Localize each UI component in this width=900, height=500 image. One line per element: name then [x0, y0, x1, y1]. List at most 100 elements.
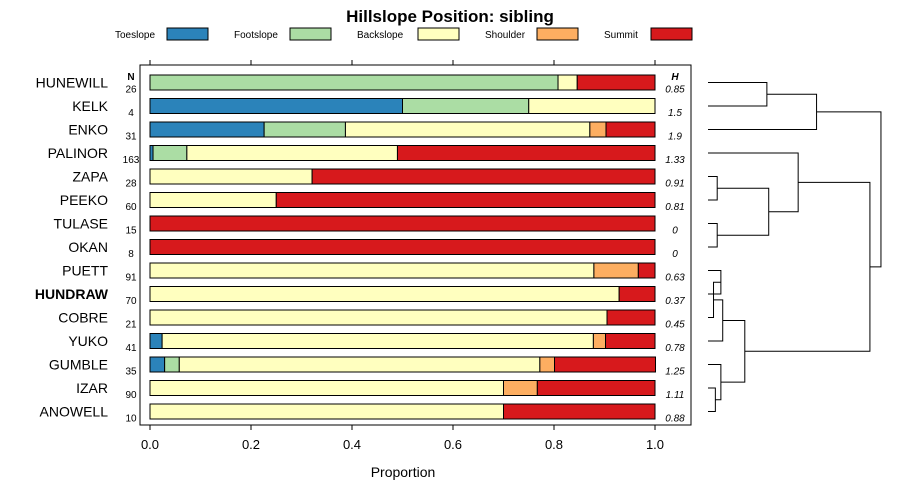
bar-segment-backslope [149, 380, 504, 396]
bar-segment-shoulder [592, 333, 607, 349]
row-label: COBRE [58, 310, 108, 326]
bar-segment-backslope [149, 168, 313, 185]
h-column-header: H [671, 72, 679, 83]
row-n-value: 26 [125, 85, 137, 96]
bar-segment-summit [605, 333, 656, 349]
bar-segment-summit [576, 74, 656, 91]
legend-label-shoulder: Shoulder [485, 30, 526, 41]
bar-segment-backslope [344, 121, 591, 138]
x-tick-label: 0.4 [343, 437, 361, 452]
row-puett: PUETT 91 0.63 [62, 262, 685, 284]
row-n-value: 21 [125, 320, 137, 331]
bar-segment-backslope [149, 192, 277, 208]
row-n-value: 31 [125, 132, 137, 143]
x-tick-label: 1.0 [646, 437, 664, 452]
legend-label-toeslope: Toeslope [115, 30, 155, 41]
bar-segment-backslope [557, 74, 578, 91]
row-h-value: 1.25 [665, 367, 685, 378]
row-gumble: GUMBLE 35 1.25 [49, 356, 685, 378]
chart-title: Hillslope Position: sibling [346, 7, 554, 26]
row-label: HUNDRAW [35, 286, 109, 302]
legend-swatch-shoulder [536, 27, 579, 41]
row-anowell: ANOWELL 10 0.88 [40, 403, 685, 425]
x-tick-label: 0.2 [242, 437, 260, 452]
row-zapa: ZAPA 28 0.91 [72, 168, 685, 190]
bar-segment-backslope [178, 356, 541, 373]
row-izar: IZAR 90 1.11 [76, 380, 684, 401]
dendrogram-branch [708, 152, 799, 213]
row-label: GUMBLE [49, 357, 108, 373]
bar-segment-toeslope [149, 356, 166, 373]
legend-label-backslope: Backslope [357, 30, 404, 41]
bar-segment-footslope [263, 121, 346, 138]
legend-label-footslope: Footslope [234, 30, 278, 41]
row-label: HUNEWILL [36, 75, 109, 91]
row-h-value: 1.11 [666, 390, 685, 401]
x-tick-label: 0.8 [545, 437, 563, 452]
row-okan: OKAN 8 0 [68, 239, 678, 260]
bar-segment-summit [618, 286, 656, 302]
bar-segment-shoulder [503, 380, 538, 396]
bar-segment-summit [149, 239, 656, 255]
legend-swatch-summit [650, 27, 693, 41]
bar-segment-shoulder [539, 356, 556, 373]
bar-segment-summit [637, 262, 656, 279]
bar-segment-shoulder [593, 262, 639, 279]
bar-segment-backslope [149, 286, 620, 302]
row-peeko: PEEKO 60 0.81 [60, 192, 685, 213]
row-hunewill: HUNEWILL 26 0.85 [36, 74, 685, 96]
bar-segment-backslope [161, 333, 594, 349]
row-label: YUKO [68, 333, 108, 349]
row-n-value: 15 [125, 226, 137, 237]
bar-segment-backslope [186, 145, 398, 161]
row-label: KELK [72, 98, 108, 114]
bar-segment-summit [149, 215, 656, 232]
x-tick-label: 0.6 [444, 437, 462, 452]
row-n-value: 41 [125, 343, 137, 354]
bar-segment-footslope [152, 145, 188, 161]
row-yuko: YUKO 41 0.78 [68, 333, 685, 354]
x-axis-label: Proportion [371, 464, 436, 480]
row-n-value: 70 [125, 296, 137, 307]
plot-frame [139, 64, 692, 426]
row-enko: ENKO 31 1.9 [68, 121, 682, 143]
bar-segment-summit [554, 356, 657, 373]
x-axis: 0.0 0.2 0.4 0.6 0.8 1.0 [141, 60, 664, 452]
n-column-header: N [127, 72, 134, 83]
row-n-value: 91 [125, 273, 137, 284]
bar-segment-summit [605, 121, 656, 138]
bar-segment-summit [503, 403, 656, 420]
bar-segment-summit [536, 380, 656, 396]
dendrogram-branch [816, 111, 882, 268]
bar-segment-toeslope [149, 98, 403, 114]
row-n-value: 90 [125, 390, 137, 401]
bar-segment-toeslope [149, 121, 265, 138]
row-n-value: 35 [125, 367, 137, 378]
row-hundraw: HUNDRAW 70 0.37 [35, 286, 685, 307]
x-tick-label: 0.0 [141, 437, 159, 452]
row-cobre: COBRE 21 0.45 [58, 309, 685, 331]
row-n-value: 60 [125, 202, 137, 213]
dendrogram-branch [708, 387, 716, 412]
dendrogram-branch [708, 93, 818, 130]
legend-swatch-footslope [289, 27, 332, 41]
row-label: ENKO [68, 122, 108, 138]
row-n-value: 163 [123, 155, 140, 166]
bar-segment-backslope [149, 262, 595, 279]
legend-swatch-toeslope [166, 27, 209, 41]
row-h-value: 0.37 [665, 296, 685, 307]
row-label: OKAN [68, 239, 108, 255]
bar-segment-summit [396, 145, 656, 161]
dendrogram-branch [708, 364, 722, 401]
row-label: PUETT [62, 263, 108, 279]
row-kelk: KELK 4 1.5 [72, 98, 682, 119]
bar-segment-backslope [149, 403, 504, 420]
legend-label-summit: Summit [604, 30, 638, 41]
dendrogram-branch [708, 223, 718, 248]
bar-segment-summit [275, 192, 656, 208]
row-n-value: 8 [128, 249, 134, 260]
bar-segment-footslope [149, 74, 559, 91]
dendrogram-branch [708, 299, 724, 342]
dendrogram-branch [708, 82, 768, 107]
